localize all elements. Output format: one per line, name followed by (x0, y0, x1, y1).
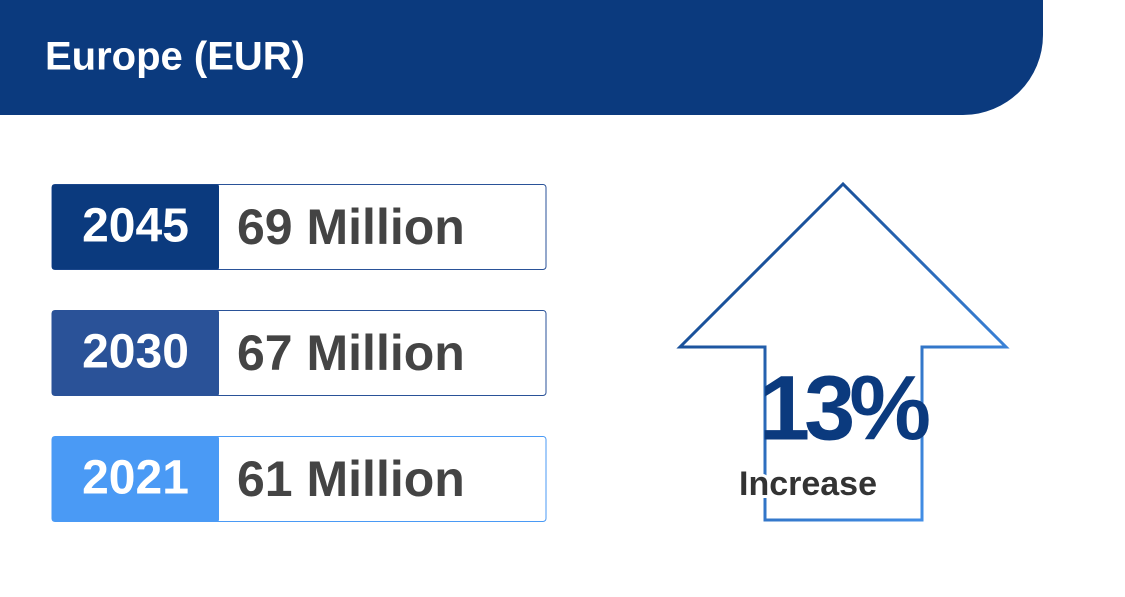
increase-value: 13% (759, 357, 929, 459)
up-arrow (676, 181, 1010, 522)
increase-label: Increase (739, 465, 877, 503)
value-label: 69 Million (237, 199, 465, 255)
year-box (52, 184, 219, 270)
row: 2045 69 Million (51, 184, 547, 270)
header-title: Europe (EUR) (45, 35, 305, 79)
row: 2021 61 Million (51, 436, 547, 522)
year-label: 2045 (82, 200, 189, 253)
year-label: 2030 (82, 326, 189, 379)
header-bar (0, 0, 1043, 115)
year-box (52, 310, 219, 396)
row: 2030 67 Million (51, 310, 547, 396)
value-label: 61 Million (237, 451, 465, 507)
value-label: 67 Million (237, 325, 465, 381)
year-label: 2021 (82, 452, 189, 505)
year-box (52, 436, 219, 522)
